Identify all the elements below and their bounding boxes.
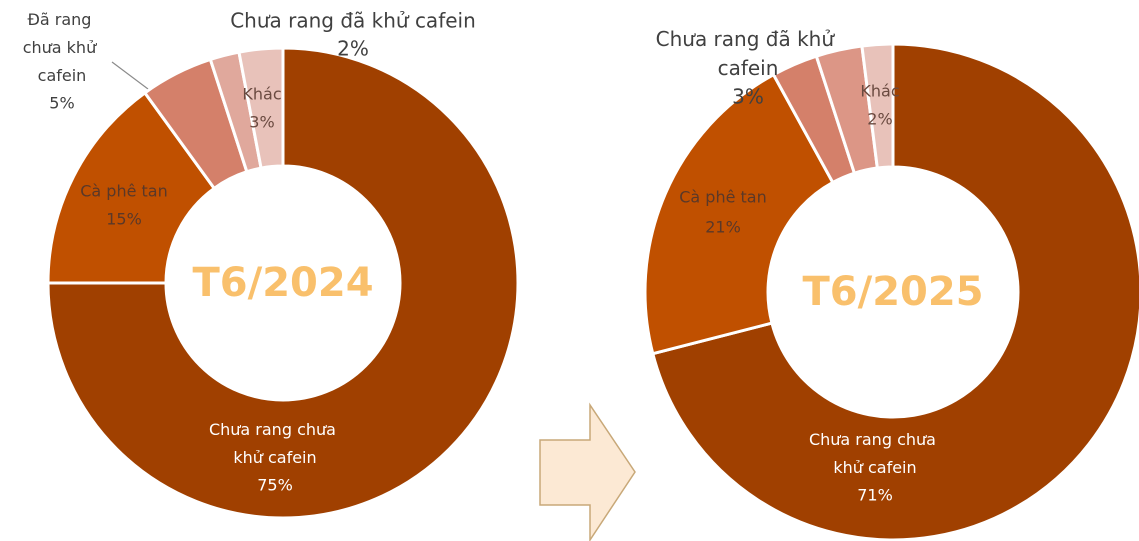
value-label: 2% xyxy=(867,110,892,129)
category-label: Khác xyxy=(242,85,281,104)
category-label: Chưa rang chưa khử cafein xyxy=(809,430,941,477)
slice xyxy=(46,46,520,520)
category-label: Chưa rang đã khử cafein xyxy=(656,27,841,80)
center-title: T6/2024 xyxy=(192,260,373,306)
slice xyxy=(860,42,895,170)
category-label: Khác xyxy=(860,82,899,101)
slice xyxy=(650,42,1139,541)
value-label: 3% xyxy=(249,113,274,132)
value-label: 71% xyxy=(857,486,893,505)
arrow xyxy=(539,402,636,541)
slice xyxy=(46,90,217,285)
slice xyxy=(643,72,835,356)
category-label: Cà phê tan xyxy=(80,182,168,201)
value-label: 5% xyxy=(49,94,74,113)
value-label: 3% xyxy=(732,85,764,109)
category-label: Chưa rang chưa khử cafein xyxy=(209,420,341,467)
value-label: 15% xyxy=(106,210,142,229)
category-label: Chưa rang đã khử cafein xyxy=(230,9,476,33)
value-label: 21% xyxy=(705,218,741,237)
value-label: 75% xyxy=(257,476,293,495)
value-label: 2% xyxy=(337,37,369,61)
center-title: T6/2025 xyxy=(802,269,983,315)
category-label: Cà phê tan xyxy=(679,188,767,207)
slice xyxy=(237,46,285,170)
category-label: Đã rang chưa khử cafein xyxy=(23,10,102,85)
